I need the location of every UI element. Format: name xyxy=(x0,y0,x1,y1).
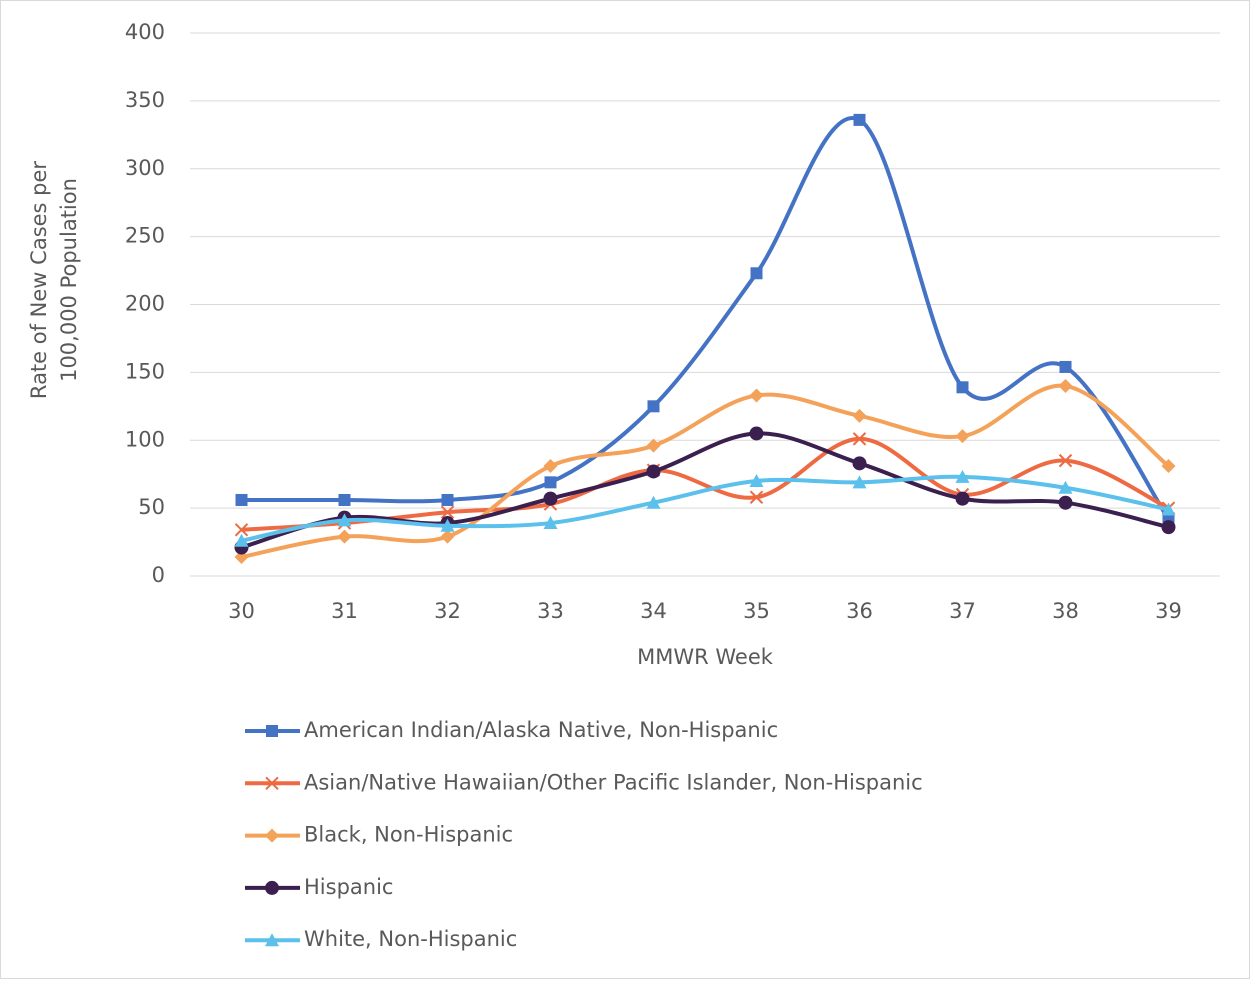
marker xyxy=(441,493,454,506)
legend-label: Hispanic xyxy=(304,875,393,899)
marker xyxy=(234,533,249,547)
marker xyxy=(234,523,249,537)
y-tick-label: 400 xyxy=(125,20,165,44)
series xyxy=(234,378,1176,564)
marker xyxy=(1058,480,1073,494)
x-tick-label: 37 xyxy=(949,599,976,623)
marker xyxy=(1161,520,1176,535)
x-tick-label: 31 xyxy=(331,599,358,623)
y-tick-label: 250 xyxy=(125,224,165,248)
x-tick-label: 33 xyxy=(537,599,564,623)
marker xyxy=(1059,360,1072,373)
x-tick-label: 34 xyxy=(640,599,667,623)
x-tick-label: 36 xyxy=(846,599,873,623)
marker xyxy=(266,725,278,737)
marker xyxy=(265,776,279,791)
marker xyxy=(440,505,455,519)
y-tick-label: 100 xyxy=(125,427,165,451)
marker xyxy=(1058,453,1073,468)
y-tick-label: 200 xyxy=(125,292,165,316)
x-tick-label: 35 xyxy=(743,599,770,623)
marker xyxy=(337,513,352,527)
x-axis-label: MMWR Week xyxy=(637,645,774,669)
marker xyxy=(749,426,764,441)
marker xyxy=(543,491,558,506)
x-tick-label: 32 xyxy=(434,599,461,623)
marker xyxy=(265,880,279,895)
y-tick-label: 350 xyxy=(125,88,165,112)
marker xyxy=(852,475,867,489)
marker xyxy=(235,493,248,506)
x-tick-label: 39 xyxy=(1155,599,1182,623)
marker xyxy=(1058,495,1073,510)
marker xyxy=(749,473,764,487)
series-line xyxy=(241,383,1170,559)
marker xyxy=(852,432,867,446)
marker xyxy=(853,113,866,126)
marker xyxy=(955,429,970,444)
x-tick-label: 38 xyxy=(1052,599,1079,623)
y-tick-label: 0 xyxy=(152,563,165,587)
marker xyxy=(265,828,279,843)
series-line xyxy=(241,436,1170,532)
series-line xyxy=(241,474,1169,543)
y-tick-label: 50 xyxy=(138,495,165,519)
marker xyxy=(646,464,661,479)
marker xyxy=(1161,459,1176,474)
marker xyxy=(1161,502,1176,516)
marker xyxy=(646,495,661,509)
x-tick-label: 30 xyxy=(228,599,255,623)
marker xyxy=(749,388,764,403)
marker xyxy=(337,529,352,544)
marker xyxy=(440,518,455,532)
marker xyxy=(646,438,661,453)
marker xyxy=(749,490,764,504)
y-tick-label: 150 xyxy=(125,359,165,383)
marker xyxy=(955,491,970,506)
marker xyxy=(338,493,351,506)
marker xyxy=(750,267,763,280)
marker xyxy=(543,516,558,530)
marker xyxy=(852,408,867,423)
y-tick-label: 300 xyxy=(125,156,165,180)
marker xyxy=(265,933,279,947)
series xyxy=(234,469,1176,547)
marker xyxy=(852,456,867,471)
y-axis-label: Rate of New Cases per xyxy=(27,161,51,399)
marker xyxy=(543,459,558,474)
legend-label: White, Non-Hispanic xyxy=(304,927,517,951)
legend-label: Black, Non-Hispanic xyxy=(304,823,513,847)
legend-label: Asian/Native Hawaiian/Other Pacific Isla… xyxy=(304,770,923,794)
y-axis-label: 100,000 Population xyxy=(57,178,81,382)
legend-label: American Indian/Alaska Native, Non-Hispa… xyxy=(304,718,778,742)
marker xyxy=(956,381,969,394)
marker xyxy=(440,529,455,544)
marker xyxy=(955,469,970,483)
marker xyxy=(1058,378,1073,393)
marker xyxy=(544,476,557,489)
marker xyxy=(647,400,660,413)
